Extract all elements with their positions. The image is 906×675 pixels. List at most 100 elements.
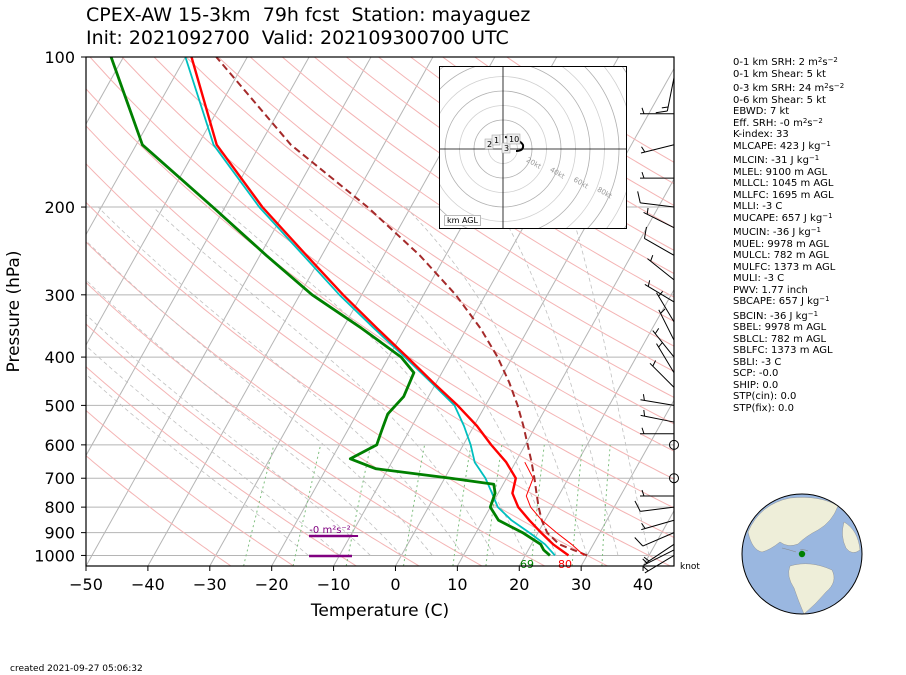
param-row: SBLCL: 782 m AGL xyxy=(733,333,827,345)
wind-barb xyxy=(649,360,675,388)
dry-adiabat xyxy=(153,57,674,425)
mixing-ratio-line xyxy=(452,444,472,566)
wind-barb xyxy=(658,308,675,341)
x-tick-label: 20 xyxy=(509,575,529,594)
param-row: SHIP: 0.0 xyxy=(733,379,779,391)
param-row: Eff. SRH: -0 m2s−2 xyxy=(733,116,823,129)
created-timestamp: created 2021-09-27 05:06:32 xyxy=(10,664,143,674)
globe-africa xyxy=(842,521,861,553)
param-row: MLLFC: 1695 m AGL xyxy=(733,189,834,201)
hodograph-ring xyxy=(357,3,649,295)
dewpoint-line xyxy=(109,57,551,557)
globe-north-america xyxy=(747,497,839,553)
param-row: MLLCL: 1045 m AGL xyxy=(733,178,834,189)
isotherm-line xyxy=(456,178,674,566)
hodograph-ring xyxy=(386,32,620,266)
wind-barb xyxy=(643,207,675,229)
dry-adiabat xyxy=(89,57,674,480)
srh-label: -0 m²s⁻² xyxy=(309,525,350,536)
wind-barb xyxy=(647,255,675,281)
param-row: EBWD: 7 kt xyxy=(733,106,790,117)
moist-adiabat xyxy=(86,373,309,556)
param-row: STP(cin): 0.0 xyxy=(733,391,797,402)
param-row: MULFC: 1373 m AGL xyxy=(733,261,836,273)
y-tick-label: 300 xyxy=(44,286,75,305)
param-row: SBEL: 9978 m AGL xyxy=(733,322,827,333)
wind-unit-label: knot xyxy=(680,562,700,572)
dry-adiabat xyxy=(185,57,674,398)
wind-barb xyxy=(641,519,675,531)
moist-adiabat xyxy=(97,206,464,556)
param-row: MLEL: 9100 m AGL xyxy=(733,166,828,178)
isotherm-line xyxy=(395,67,674,566)
wind-barb xyxy=(634,532,675,547)
param-row: MUEL: 9978 m AGL xyxy=(733,238,829,250)
moist-adiabat xyxy=(152,206,495,556)
dry-adiabat xyxy=(346,57,674,275)
x-tick-label: 0 xyxy=(390,575,400,594)
x-tick-label: −40 xyxy=(131,575,165,594)
wind-barb xyxy=(637,191,675,208)
dry-adiabat xyxy=(121,57,674,452)
hodograph-ring-label: 80kt xyxy=(596,186,614,201)
y-tick-label: 400 xyxy=(44,348,75,367)
surface-temp-label: 80 xyxy=(558,558,572,571)
chart-title-line2: Init: 2021092700 Valid: 202109300700 UTC xyxy=(86,27,509,49)
dry-adiabat xyxy=(217,57,674,373)
plot-frame xyxy=(85,56,675,567)
location-globe xyxy=(741,493,863,615)
moist-adiabat xyxy=(86,279,402,556)
x-tick-label: −20 xyxy=(255,575,289,594)
y-tick-label: 200 xyxy=(44,198,75,217)
mixing-ratio-line xyxy=(345,444,372,566)
wind-barb xyxy=(640,409,675,423)
moist-adiabat xyxy=(86,345,340,556)
wind-barb xyxy=(655,77,675,114)
dry-adiabat xyxy=(86,163,671,566)
wind-barb xyxy=(644,280,675,303)
station-marker xyxy=(798,550,806,558)
isotherm-line xyxy=(580,399,674,566)
param-row: SBCIN: -36 J kg−1 xyxy=(733,309,819,322)
dry-adiabat xyxy=(86,88,674,509)
moist-adiabat xyxy=(497,206,619,556)
dry-adiabat xyxy=(281,57,674,322)
isotherm-line xyxy=(86,57,248,346)
dry-adiabat xyxy=(86,241,545,566)
x-tick-label: 30 xyxy=(571,575,591,594)
wind-barb xyxy=(643,226,675,256)
wind-barb xyxy=(640,394,675,406)
param-row: 0-1 km Shear: 5 kt xyxy=(733,68,826,80)
y-tick-label: 100 xyxy=(44,48,75,67)
param-row: STP(fix): 0.0 xyxy=(733,402,794,414)
hodograph-point-label: 2 xyxy=(487,140,492,149)
dry-adiabat xyxy=(86,323,420,566)
param-row: SBLFC: 1373 m AGL xyxy=(733,345,833,356)
mixing-ratio-line xyxy=(485,444,503,566)
param-row: MLCAPE: 423 J kg−1 xyxy=(733,139,831,152)
dry-adiabat xyxy=(86,366,357,566)
wind-barb xyxy=(634,500,675,512)
hodograph-point-box xyxy=(491,134,501,146)
mixing-ratio-line xyxy=(403,444,426,566)
mixing-ratio-line xyxy=(530,444,545,566)
y-axis-label: Pressure (hPa) xyxy=(4,251,24,373)
moist-adiabat xyxy=(306,206,557,556)
calm-wind-marker xyxy=(669,473,679,484)
param-row: SBCAPE: 657 J kg−1 xyxy=(733,295,830,308)
param-row: MULCL: 782 m AGL xyxy=(733,250,829,261)
moist-adiabat xyxy=(221,206,526,556)
chart-title-line1: CPEX-AW 15-3km 79h fcst Station: mayague… xyxy=(86,4,531,26)
y-tick-label: 600 xyxy=(44,436,75,455)
isotherm-line xyxy=(86,57,186,236)
dry-adiabat xyxy=(86,409,294,566)
y-tick-label: 900 xyxy=(44,524,75,543)
y-tick-label: 700 xyxy=(44,469,75,488)
calm-wind-marker xyxy=(669,439,679,450)
x-tick-label: −10 xyxy=(317,575,351,594)
param-row: K-index: 33 xyxy=(733,129,789,140)
param-row: MULI: -3 C xyxy=(733,273,785,284)
param-row: MLLI: -3 C xyxy=(733,201,783,212)
param-row: MUCAPE: 657 J kg−1 xyxy=(733,211,833,224)
